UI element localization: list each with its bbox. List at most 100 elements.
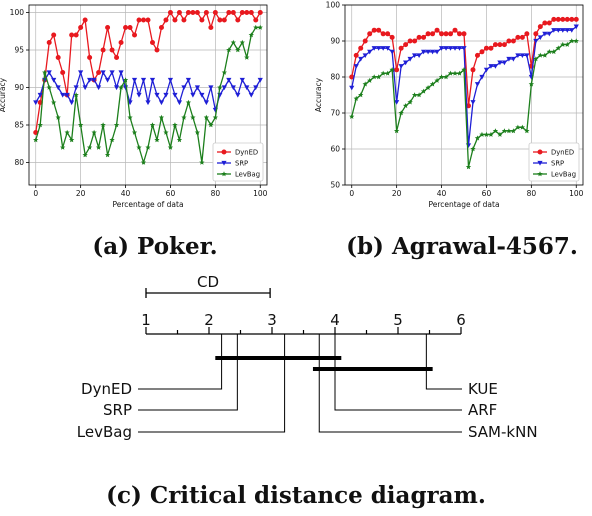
agrawal-point-srp	[483, 67, 490, 73]
poker-point-levbag	[185, 99, 192, 105]
poker-point-levbag	[208, 122, 214, 128]
agrawal-point-srp	[362, 53, 368, 58]
poker-point-srp	[37, 92, 43, 98]
poker-point-dyned	[167, 10, 173, 15]
poker-point-levbag	[118, 84, 124, 90]
agrawal-point-srp	[407, 56, 413, 62]
agrawal-point-dyned	[443, 31, 449, 37]
poker-point-dyned	[114, 55, 120, 60]
agrawal-point-dyned	[510, 38, 516, 44]
poker-point-srp	[185, 77, 192, 83]
poker-point-srp	[131, 77, 138, 83]
poker-point-dyned	[235, 17, 241, 23]
poker-point-dyned	[253, 17, 259, 23]
agrawal-point-levbag	[425, 85, 431, 91]
poker-point-dyned	[82, 17, 88, 23]
agrawal-point-dyned	[416, 34, 422, 40]
poker-point-levbag	[149, 122, 156, 128]
agrawal-y-tick-label: 60	[330, 145, 340, 154]
poker-point-dyned	[230, 10, 236, 15]
method-label-arf: ARF	[468, 401, 497, 419]
poker-point-srp	[91, 77, 97, 83]
poker-point-levbag	[199, 159, 205, 165]
agrawal-point-dyned	[380, 31, 386, 37]
agrawal-point-srp	[551, 28, 557, 33]
agrawal-point-dyned	[524, 31, 530, 37]
agrawal-point-dyned	[452, 27, 458, 33]
poker-point-levbag	[69, 137, 75, 143]
poker-point-dyned	[158, 25, 164, 30]
caption-agrawal: (b) Agrawal-4567.	[346, 233, 578, 260]
poker-point-dyned	[244, 10, 250, 15]
method-connector	[334, 334, 462, 411]
agrawal-point-srp	[479, 74, 485, 80]
poker-point-levbag	[181, 114, 187, 120]
agrawal-legend-label-dyned: DynED	[551, 149, 574, 157]
poker-point-levbag	[131, 129, 138, 135]
poker-point-srp	[109, 70, 115, 76]
poker-legend-marker	[221, 149, 227, 155]
poker-point-srp	[257, 77, 263, 83]
agrawal-point-levbag	[371, 74, 377, 80]
poker-point-srp	[100, 70, 106, 76]
poker-point-levbag	[113, 122, 120, 128]
poker-point-srp	[208, 85, 214, 91]
agrawal-point-levbag	[474, 135, 481, 141]
poker-point-levbag	[140, 159, 147, 165]
agrawal-point-dyned	[555, 16, 561, 22]
poker-legend-marker	[221, 160, 227, 166]
poker-point-dyned	[221, 17, 227, 23]
agrawal-point-dyned	[569, 16, 575, 22]
poker-y-tick-label: 95	[14, 46, 24, 55]
agrawal-point-levbag	[353, 95, 359, 101]
agrawal-point-dyned	[353, 52, 359, 58]
agrawal-point-levbag	[470, 146, 476, 152]
poker-point-dyned	[141, 17, 147, 23]
poker-point-dyned	[46, 40, 52, 45]
poker-x-axis-label: Percentage of data	[112, 200, 183, 209]
poker-point-dyned	[212, 10, 218, 15]
agrawal-point-levbag	[402, 103, 409, 109]
poker-point-levbag	[176, 137, 183, 143]
poker-point-dyned	[69, 32, 75, 38]
poker-point-srp	[163, 92, 169, 98]
poker-point-levbag	[73, 92, 79, 98]
agrawal-point-levbag	[407, 99, 413, 105]
agrawal-point-levbag	[447, 70, 454, 76]
agrawal-point-srp	[474, 82, 481, 87]
agrawal-legend-label-levbag: LevBag	[551, 171, 576, 179]
agrawal-point-dyned	[483, 45, 489, 51]
rank-axis-tick-label: 3	[267, 311, 277, 329]
agrawal-point-levbag	[537, 52, 543, 58]
poker-point-srp	[46, 70, 52, 76]
agrawal-point-dyned	[488, 45, 494, 51]
method-label-dyned: DynED	[81, 380, 132, 398]
poker-point-levbag	[60, 144, 66, 150]
poker-legend-label-levbag: LevBag	[235, 171, 260, 179]
poker-point-levbag	[51, 99, 57, 105]
poker-point-srp	[167, 77, 174, 83]
poker-point-dyned	[239, 10, 245, 15]
agrawal-point-levbag	[438, 74, 445, 80]
agrawal-point-dyned	[371, 27, 377, 33]
poker-point-srp	[176, 100, 183, 106]
poker-x-tick-label: 80	[211, 189, 221, 198]
agrawal-point-levbag	[380, 70, 386, 76]
agrawal-point-dyned	[407, 38, 413, 44]
agrawal-y-tick-label: 80	[330, 73, 340, 82]
agrawal-legend-label-srp: SRP	[551, 160, 564, 168]
poker-point-dyned	[217, 17, 223, 23]
method-connector	[138, 334, 223, 390]
poker-point-dyned	[51, 32, 57, 38]
poker-point-srp	[190, 92, 196, 98]
poker-point-levbag	[194, 129, 201, 135]
agrawal-point-srp	[488, 64, 494, 69]
agrawal-point-levbag	[524, 128, 530, 134]
agrawal-point-levbag	[492, 128, 499, 134]
poker-x-tick-label: 100	[253, 189, 268, 198]
poker-point-srp	[149, 77, 156, 83]
agrawal-point-srp	[533, 38, 539, 44]
poker-point-levbag	[77, 122, 84, 128]
poker-point-srp	[244, 85, 250, 91]
agrawal-legend-marker	[537, 149, 543, 155]
